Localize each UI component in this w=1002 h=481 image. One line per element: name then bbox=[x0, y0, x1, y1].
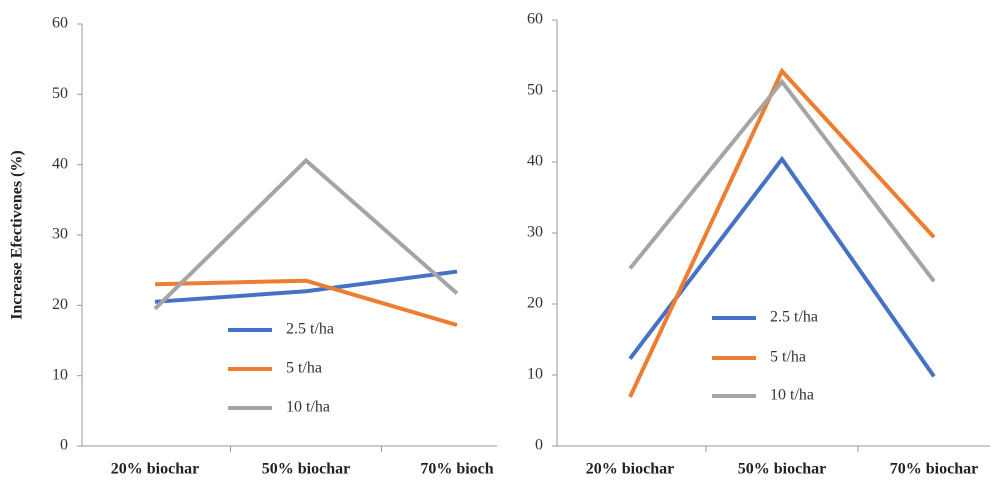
legend-label: 5 t/ha bbox=[770, 349, 806, 366]
y-tick-label: 20 bbox=[52, 296, 68, 313]
y-tick-label: 10 bbox=[52, 366, 68, 383]
chart-right: 0 10 20 30 40 50 60 20% biochar 50% biochar 70% b… bbox=[527, 11, 990, 478]
x-tick-label: 50% biochar bbox=[262, 461, 350, 478]
x-tick-label: 50% biochar bbox=[738, 461, 826, 478]
chart-left: 0 10 20 30 40 50 60 20% biochar 50% biochar 70% b… bbox=[9, 15, 497, 478]
y-tick-label: 20 bbox=[527, 295, 543, 312]
series-line bbox=[628, 67, 936, 398]
y-tick-label: 10 bbox=[527, 366, 543, 383]
x-tick-label: 70% biochar bbox=[890, 461, 978, 478]
y-tick-label: 50 bbox=[52, 85, 68, 102]
legend-label: 2.5 t/ha bbox=[770, 309, 818, 326]
x-tick-label: 70% bioch bbox=[420, 461, 493, 478]
y-tick-label: 60 bbox=[527, 11, 543, 28]
x-tick-label: 20% biochar bbox=[111, 461, 199, 478]
series-line bbox=[153, 157, 459, 311]
legend-label: 5 t/ha bbox=[286, 360, 322, 377]
y-tick-label: 30 bbox=[527, 224, 543, 241]
series-line bbox=[628, 155, 936, 378]
y-tick-label: 60 bbox=[52, 15, 68, 32]
y-tick-label: 40 bbox=[527, 153, 543, 170]
legend-label: 2.5 t/ha bbox=[286, 321, 334, 338]
series-line bbox=[628, 78, 936, 283]
y-axis-label: Increase Efectivenes (%) bbox=[9, 150, 26, 319]
legend-label: 10 t/ha bbox=[286, 399, 330, 416]
series-line bbox=[154, 269, 458, 304]
legend-label: 10 t/ha bbox=[770, 387, 814, 404]
y-tick-label: 0 bbox=[535, 437, 543, 454]
x-tick-label: 20% biochar bbox=[586, 461, 674, 478]
y-tick-label: 50 bbox=[527, 82, 543, 99]
y-tick-label: 0 bbox=[60, 437, 68, 454]
y-tick-label: 30 bbox=[52, 226, 68, 243]
series-line bbox=[154, 278, 458, 327]
y-tick-label: 40 bbox=[52, 155, 68, 172]
